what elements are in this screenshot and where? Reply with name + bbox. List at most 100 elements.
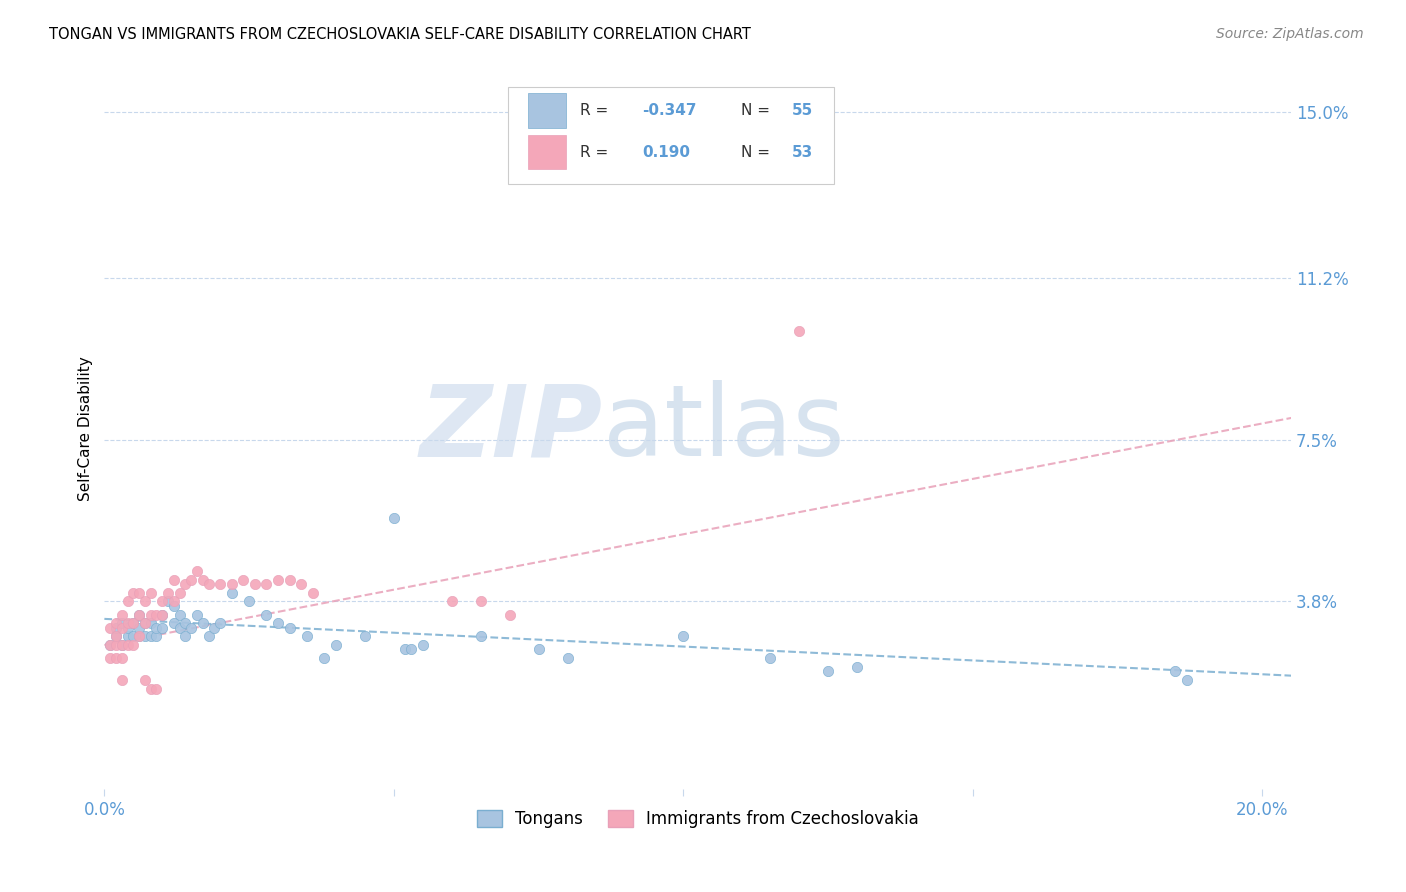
Point — [278, 621, 301, 635]
Point — [163, 594, 186, 608]
Point — [104, 616, 127, 631]
Point — [209, 577, 232, 591]
Point — [157, 594, 180, 608]
Point — [139, 629, 162, 643]
Point — [221, 577, 243, 591]
Point — [412, 638, 434, 652]
Point — [104, 621, 127, 635]
Point — [128, 629, 150, 643]
Point — [139, 607, 162, 622]
Point — [440, 594, 463, 608]
Point — [150, 594, 173, 608]
Point — [191, 616, 214, 631]
Point — [111, 673, 134, 687]
Point — [117, 621, 139, 635]
Point — [128, 585, 150, 599]
Point — [325, 638, 347, 652]
Point — [117, 594, 139, 608]
Point — [134, 629, 156, 643]
Point — [145, 621, 167, 635]
Point — [111, 638, 134, 652]
Point — [139, 616, 162, 631]
Text: ZIP: ZIP — [420, 380, 603, 477]
Text: TONGAN VS IMMIGRANTS FROM CZECHOSLOVAKIA SELF-CARE DISABILITY CORRELATION CHART: TONGAN VS IMMIGRANTS FROM CZECHOSLOVAKIA… — [49, 27, 751, 42]
Point — [139, 585, 162, 599]
Point — [191, 573, 214, 587]
Text: 0.190: 0.190 — [643, 145, 690, 160]
Point — [145, 681, 167, 696]
Point — [1164, 665, 1187, 679]
Point — [238, 594, 260, 608]
Point — [111, 638, 134, 652]
Point — [290, 577, 312, 591]
Point — [314, 651, 336, 665]
Point — [163, 573, 186, 587]
Point — [256, 607, 278, 622]
Point — [394, 642, 416, 657]
Point — [267, 616, 290, 631]
Point — [256, 577, 278, 591]
Point — [382, 511, 405, 525]
Point — [186, 564, 208, 578]
Point — [128, 629, 150, 643]
Point — [174, 577, 197, 591]
Point — [180, 621, 202, 635]
Point — [527, 642, 550, 657]
Point — [111, 651, 134, 665]
Bar — [529, 135, 567, 169]
Point — [354, 629, 377, 643]
Text: R =: R = — [581, 103, 613, 118]
Text: R =: R = — [581, 145, 613, 160]
Point — [104, 651, 127, 665]
Point — [150, 607, 173, 622]
Text: N =: N = — [741, 103, 775, 118]
Point — [169, 607, 191, 622]
Point — [134, 616, 156, 631]
Point — [98, 651, 121, 665]
Text: 53: 53 — [792, 145, 813, 160]
Point — [128, 607, 150, 622]
Point — [150, 621, 173, 635]
Point — [145, 607, 167, 622]
Point — [174, 616, 197, 631]
Point — [104, 629, 127, 643]
Point — [295, 629, 318, 643]
Text: atlas: atlas — [603, 380, 845, 477]
Point — [122, 616, 145, 631]
Point — [169, 585, 191, 599]
Point — [139, 681, 162, 696]
Point — [122, 585, 145, 599]
Point — [557, 651, 579, 665]
Point — [111, 607, 134, 622]
Point — [169, 621, 191, 635]
Point — [846, 660, 869, 674]
Point — [104, 629, 127, 643]
Point — [122, 616, 145, 631]
FancyBboxPatch shape — [508, 87, 834, 184]
Text: N =: N = — [741, 145, 775, 160]
Text: Source: ZipAtlas.com: Source: ZipAtlas.com — [1216, 27, 1364, 41]
Point — [759, 651, 782, 665]
Point — [197, 629, 219, 643]
Y-axis label: Self-Care Disability: Self-Care Disability — [79, 357, 93, 501]
Point — [128, 621, 150, 635]
Point — [498, 607, 520, 622]
Point — [301, 585, 323, 599]
Text: -0.347: -0.347 — [643, 103, 696, 118]
Point — [202, 621, 225, 635]
Point — [163, 616, 186, 631]
Point — [470, 629, 492, 643]
Point — [111, 621, 134, 635]
Point — [128, 607, 150, 622]
Point — [134, 594, 156, 608]
Point — [180, 573, 202, 587]
Point — [197, 577, 219, 591]
Bar — [529, 94, 567, 128]
Point — [399, 642, 422, 657]
Point — [470, 594, 492, 608]
Point — [787, 324, 810, 338]
Point — [157, 585, 180, 599]
Point — [134, 673, 156, 687]
Point — [232, 573, 254, 587]
Point — [134, 616, 156, 631]
